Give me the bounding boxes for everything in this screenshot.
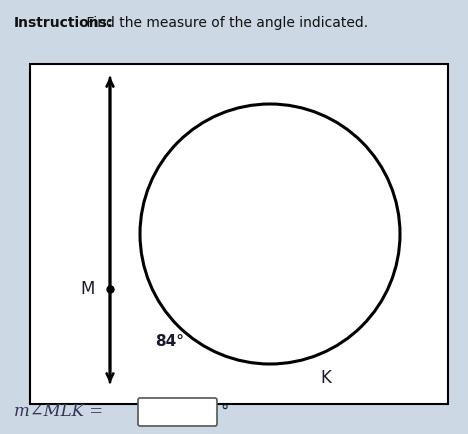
Text: 84°: 84°: [155, 334, 184, 349]
Text: m∠MLK =: m∠MLK =: [14, 404, 103, 421]
Text: °: °: [220, 403, 228, 421]
FancyBboxPatch shape: [138, 398, 217, 426]
Bar: [30, 64, 448, 404]
Text: Find the measure of the angle indicated.: Find the measure of the angle indicated.: [82, 16, 368, 30]
Text: K: K: [321, 369, 331, 387]
Text: M: M: [80, 280, 95, 298]
Text: Instructions:: Instructions:: [14, 16, 113, 30]
